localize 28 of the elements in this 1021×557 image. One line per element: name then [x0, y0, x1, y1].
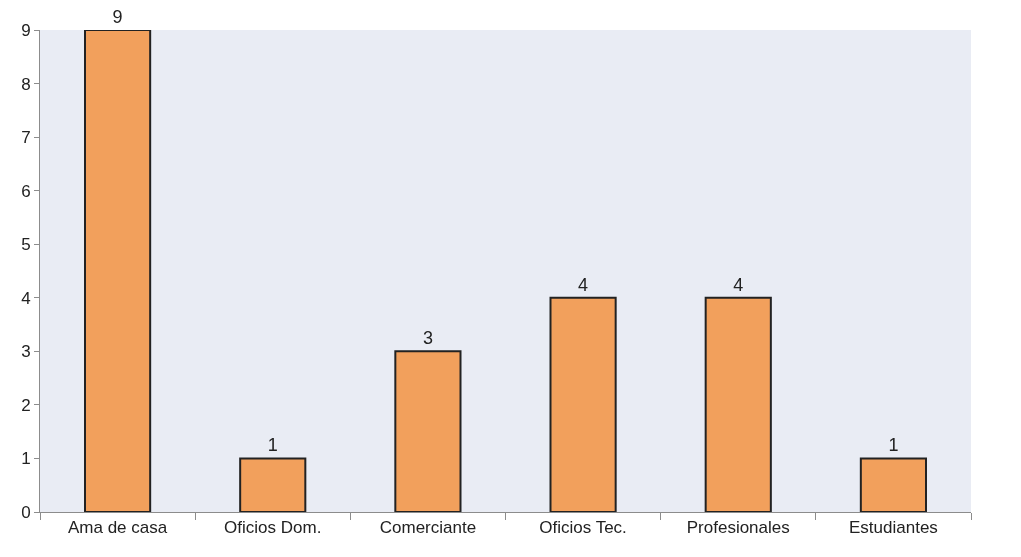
x-tick-label: Profesionales: [686, 518, 790, 538]
bar: [549, 296, 617, 512]
y-tick-label: 8: [21, 74, 31, 94]
bar: [859, 457, 927, 512]
y-tick-label: 4: [21, 288, 31, 308]
y-tick-label: 0: [21, 502, 31, 522]
y-tick-label: 9: [21, 20, 31, 40]
y-tick-label: 1: [21, 449, 31, 469]
y-tick-label: 2: [21, 395, 31, 415]
x-tick-label: Ama de casa: [67, 518, 168, 538]
bar: [704, 296, 772, 512]
data-label: 4: [733, 274, 744, 295]
x-tick-label: Oficios Dom.: [224, 518, 322, 538]
y-tick-label: 5: [21, 235, 31, 255]
bar: [84, 30, 152, 512]
data-label: 4: [578, 274, 589, 295]
data-label: 1: [888, 435, 899, 456]
bar: [394, 350, 462, 512]
data-label: 9: [112, 7, 123, 27]
bar: [239, 457, 307, 512]
y-tick-label: 7: [21, 128, 31, 148]
data-label: 3: [422, 328, 433, 349]
y-tick-label: 3: [21, 342, 31, 362]
x-tick-label: Oficios Tec.: [539, 518, 627, 538]
x-tick-label: Estudiantes: [849, 518, 938, 538]
data-label: 1: [267, 435, 278, 456]
x-tick-label: Comerciante: [379, 518, 477, 538]
y-tick-label: 6: [21, 181, 31, 201]
